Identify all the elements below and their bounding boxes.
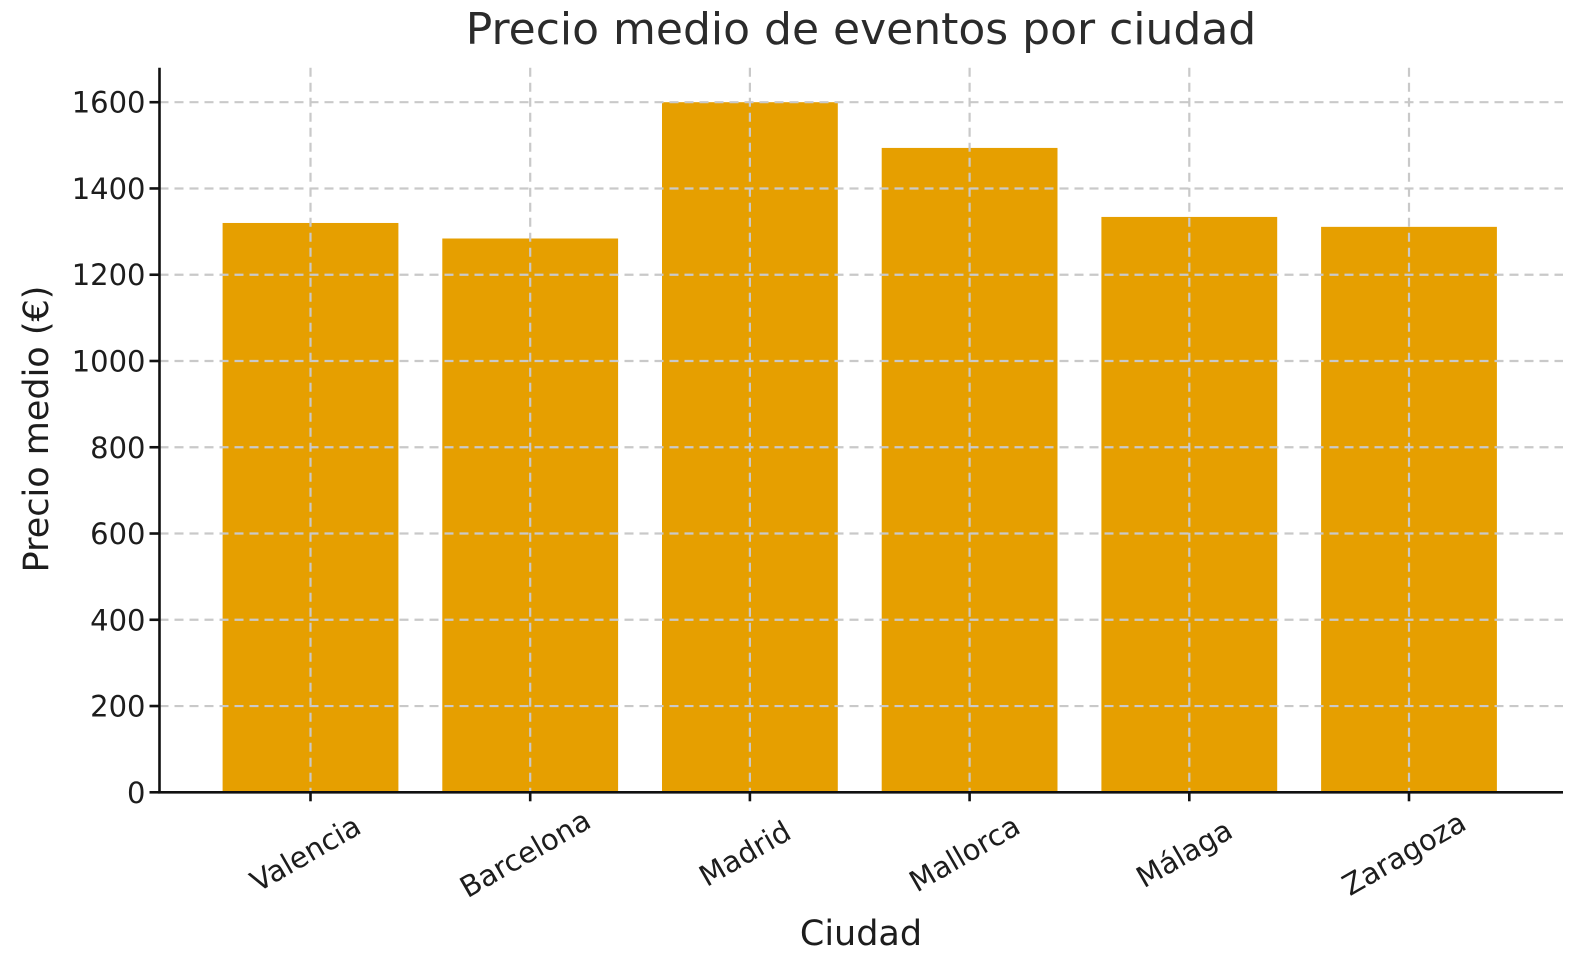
y-tick-label-800: 800	[90, 431, 145, 465]
x-tick-label-zaragoza: Zaragoza	[1336, 805, 1471, 903]
x-tick-label-malaga: Málaga	[1130, 813, 1238, 895]
y-tick-label-200: 200	[90, 690, 145, 724]
bar-mallorca	[881, 147, 1058, 793]
y-tick-label-600: 600	[90, 517, 145, 551]
x-tick-label-valencia: Valencia	[244, 809, 366, 899]
x-tick-label-mallorca: Mallorca	[903, 809, 1025, 899]
x-axis-title: Ciudad	[799, 914, 923, 954]
y-tick-label-1000: 1000	[72, 344, 146, 378]
x-tick-label-barcelona: Barcelona	[454, 803, 596, 905]
y-tick-label-400: 400	[90, 603, 145, 637]
x-tick-label-madrid: Madrid	[693, 814, 796, 893]
y-axis-title: Precio medio (€)	[17, 285, 57, 573]
y-tick-label-1200: 1200	[72, 258, 146, 292]
bar-barcelona	[442, 238, 619, 793]
chart-title: Precio medio de eventos por ciudad	[465, 4, 1257, 55]
y-tick-label-0: 0	[127, 776, 145, 810]
y-tick-label-1600: 1600	[72, 86, 146, 120]
y-tick-label-1400: 1400	[72, 172, 146, 206]
